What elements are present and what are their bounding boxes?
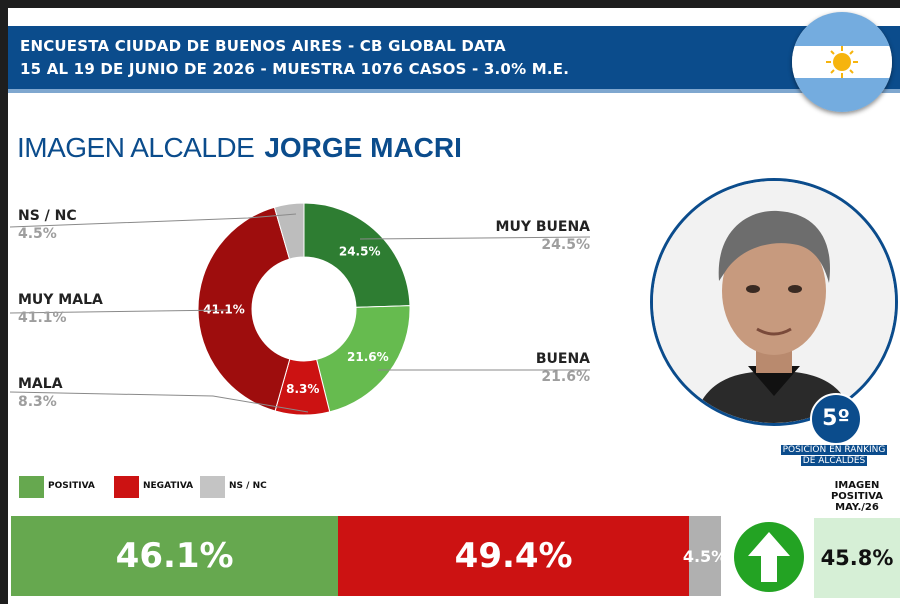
donut-slice-buena (316, 305, 411, 413)
label-muy-buena: MUY BUENA 24.5% (468, 219, 590, 253)
label-mala: MALA 8.3% (18, 376, 63, 410)
legend-swatch-negativa (114, 476, 139, 498)
donut-slice-muy-buena (303, 202, 411, 308)
ranking-caption: POSICIÓN EN RANKING DE ALCALDES (770, 445, 898, 467)
summary-positive: 46.1% (11, 516, 339, 596)
label-muy-mala-name: MUY MALA (18, 292, 103, 308)
title-prefix: IMAGEN ALCALDE (17, 132, 255, 163)
previous-label-line3: MAY./26 (835, 502, 879, 513)
leader-line-mala (9, 391, 309, 413)
survey-title: ENCUESTA CIUDAD DE BUENOS AIRES - CB GLO… (20, 37, 506, 55)
label-muy-buena-value: 24.5% (541, 237, 590, 253)
ranking-caption-line1: POSICIÓN EN RANKING (780, 445, 888, 455)
summary-negative: 49.4% (338, 516, 690, 596)
previous-label: IMAGEN POSITIVA MAY./26 (814, 480, 900, 513)
portrait-photo (650, 178, 898, 426)
label-nsnc-name: NS / NC (18, 208, 77, 224)
summary-bar: 46.1% 49.4% 4.5% (11, 516, 727, 596)
mayor-name: JORGE MACRI (264, 132, 462, 163)
label-muy-buena-name: MUY BUENA (495, 219, 590, 235)
leader-line-muy-buena (359, 236, 591, 240)
label-mala-value: 8.3% (18, 394, 57, 410)
previous-value: 45.8% (814, 518, 900, 598)
ranking-caption-line2: DE ALCALDES (800, 456, 868, 466)
donut-value-label: 41.1% (203, 302, 245, 316)
donut-slice-ns-nc (273, 202, 305, 260)
label-nsnc-value: 4.5% (18, 226, 57, 242)
legend-label-nsnc: NS / NC (229, 481, 267, 491)
donut-value-label: 21.6% (347, 350, 389, 364)
leader-line-muy-mala (9, 309, 229, 314)
up-arrow-icon (734, 522, 804, 592)
donut-slice-muy-mala (197, 206, 291, 412)
leader-line-nsnc (9, 213, 297, 228)
label-nsnc: NS / NC 4.5% (18, 208, 77, 242)
chart-title: IMAGEN ALCALDE JORGE MACRI (17, 131, 462, 164)
poll-card: ENCUESTA CIUDAD DE BUENOS AIRES - CB GLO… (8, 8, 900, 604)
donut-chart: 24.5% 21.6% 8.3% 41.1% (9, 202, 591, 416)
header-banner: ENCUESTA CIUDAD DE BUENOS AIRES - CB GLO… (8, 26, 900, 93)
donut-value-label: 8.3% (286, 382, 319, 396)
previous-label-line2: POSITIVA (830, 491, 884, 502)
leader-lines (9, 213, 591, 413)
summary-nsnc: 4.5% (683, 516, 727, 596)
legend-swatch-positiva (19, 476, 44, 498)
legend-label-positiva: POSITIVA (48, 481, 95, 491)
legend-label-negativa: NEGATIVA (143, 481, 194, 491)
label-mala-name: MALA (18, 376, 63, 392)
ranking-badge: 5º (810, 393, 862, 445)
label-buena-name: BUENA (535, 351, 590, 367)
label-muy-mala-value: 41.1% (18, 310, 67, 326)
donut-value-label: 24.5% (339, 245, 381, 259)
previous-label-line1: IMAGEN (834, 480, 880, 491)
label-muy-mala: MUY MALA 41.1% (18, 292, 103, 326)
survey-details: 15 AL 19 DE JUNIO DE 2026 - MUESTRA 1076… (20, 60, 570, 78)
legend-swatch-nsnc (200, 476, 225, 498)
label-buena-value: 21.6% (541, 369, 590, 385)
label-buena: BUENA 21.6% (468, 351, 590, 385)
